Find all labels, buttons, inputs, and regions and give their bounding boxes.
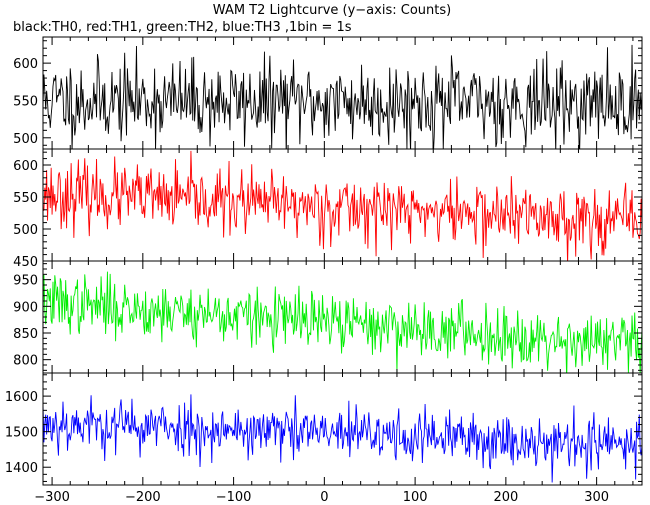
series-line-th0 [43, 44, 642, 149]
chart-subtitle: black:TH0, red:TH1, green:TH2, blue:TH3 … [13, 20, 352, 35]
y-tick-label: 450 [13, 255, 38, 270]
chart-title: WAM T2 Lightcurve (y−axis: Counts) [213, 3, 451, 18]
x-tick-label: 300 [584, 490, 609, 505]
x-tick-label: −100 [216, 490, 252, 505]
x-tick-label: 0 [320, 490, 328, 505]
x-tick-label: −200 [125, 490, 161, 505]
y-tick-label: 500 [13, 132, 38, 147]
series-line-th2 [43, 271, 642, 373]
y-tick-label: 950 [13, 274, 38, 289]
series-line-th1 [43, 150, 642, 261]
panel-frame [42, 148, 643, 262]
x-tick-label: 100 [403, 490, 428, 505]
y-tick-label: 600 [13, 57, 38, 72]
panel-th3: 1400 1500 1600 [5, 372, 643, 486]
x-tick-label: 200 [493, 490, 518, 505]
y-tick-label: 800 [13, 354, 38, 369]
panel-th1: 450 500 550 600 [13, 148, 643, 270]
y-tick-label: 900 [13, 300, 38, 315]
y-tick-label: 600 [13, 159, 38, 174]
panel-th2: 800 850 900 950 [13, 260, 643, 374]
series-line-th3 [43, 394, 642, 483]
y-tick-label: 500 [13, 223, 38, 238]
y-tick-label: 550 [13, 191, 38, 206]
y-tick-label: 1500 [5, 426, 38, 441]
y-tick-label: 1600 [5, 390, 38, 405]
y-tick-label: 850 [13, 327, 38, 342]
x-axis: −300 −200 −100 0 100 200 300 [34, 490, 609, 505]
x-tick-label: −300 [34, 490, 70, 505]
panel-frame [42, 36, 643, 150]
panels-layer: 500 550 600 450 500 550 600 800 850 900 950 1400 150… [5, 36, 643, 486]
y-tick-label: 1400 [5, 461, 38, 476]
panel-th0: 500 550 600 [13, 36, 643, 150]
panel-frame [42, 260, 643, 374]
y-tick-label: 550 [13, 94, 38, 109]
